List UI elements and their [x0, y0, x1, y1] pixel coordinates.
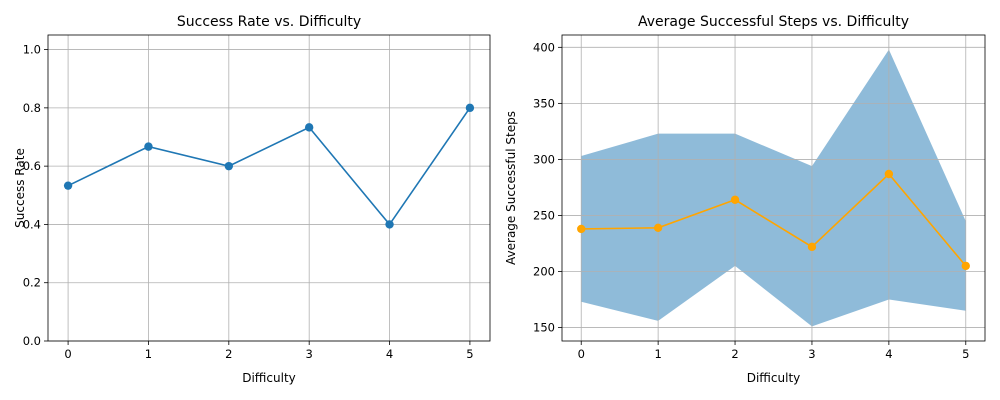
x-tick-label: 0 — [64, 347, 71, 361]
plot-frame — [47, 34, 491, 342]
x-tick-label: 5 — [466, 347, 473, 361]
y-tick-label: 250 — [533, 208, 555, 222]
y-axis-label: Success Rate — [13, 148, 27, 228]
chart-title: Average Successful Steps vs. Difficulty — [638, 14, 909, 30]
data-point — [63, 181, 73, 190]
y-tick-label: 400 — [533, 40, 555, 54]
data-point — [807, 242, 817, 252]
data-point — [224, 161, 234, 171]
x-axis-label: Difficulty — [747, 371, 801, 385]
x-tick-label: 4 — [885, 347, 892, 361]
data-point — [653, 223, 663, 232]
series-line — [581, 172, 967, 267]
y-axis-label: Average Successful Steps — [504, 111, 518, 265]
data-point — [884, 169, 894, 179]
x-tick-label: 5 — [962, 347, 969, 361]
data-point — [577, 224, 586, 234]
y-tick-label: 1.0 — [23, 43, 41, 57]
plot-frame — [561, 34, 986, 342]
y-tick-label: 350 — [533, 96, 555, 110]
data-point — [304, 123, 314, 132]
data-point — [385, 220, 394, 229]
y-tick-label: 0.4 — [23, 217, 41, 231]
x-tick-label: 2 — [225, 347, 232, 361]
data-point — [730, 195, 740, 204]
x-tick-label: 1 — [145, 347, 152, 361]
series-line — [67, 107, 471, 226]
y-tick-label: 0.8 — [23, 101, 41, 115]
y-tick-label: 0.2 — [23, 276, 41, 290]
x-tick-label: 0 — [578, 347, 585, 361]
chart-title: Success Rate vs. Difficulty — [177, 14, 361, 30]
y-tick-label: 150 — [533, 321, 555, 335]
y-tick-label: 0.0 — [23, 334, 41, 348]
y-tick-label: 200 — [533, 265, 555, 279]
y-tick-label: 0.6 — [23, 159, 41, 173]
x-tick-label: 3 — [808, 347, 815, 361]
success-rate-chart: 0 1 2 3 4 5 0.0 0.2 0.4 0.6 0.8 1.0 Success Rate vs.… — [13, 14, 491, 385]
std-band — [581, 49, 966, 327]
data-point — [465, 103, 475, 113]
avg-steps-chart: 0 1 2 3 4 5 150 200 250 300 350 400 Average Successf… — [504, 14, 986, 385]
data-point — [144, 142, 153, 151]
x-tick-label: 4 — [386, 347, 393, 361]
y-tick-label: 300 — [533, 152, 555, 166]
x-tick-label: 3 — [306, 347, 313, 361]
x-axis-label: Difficulty — [242, 371, 296, 385]
x-tick-label: 2 — [731, 347, 738, 361]
data-point — [961, 261, 970, 271]
x-tick-label: 1 — [654, 347, 661, 361]
